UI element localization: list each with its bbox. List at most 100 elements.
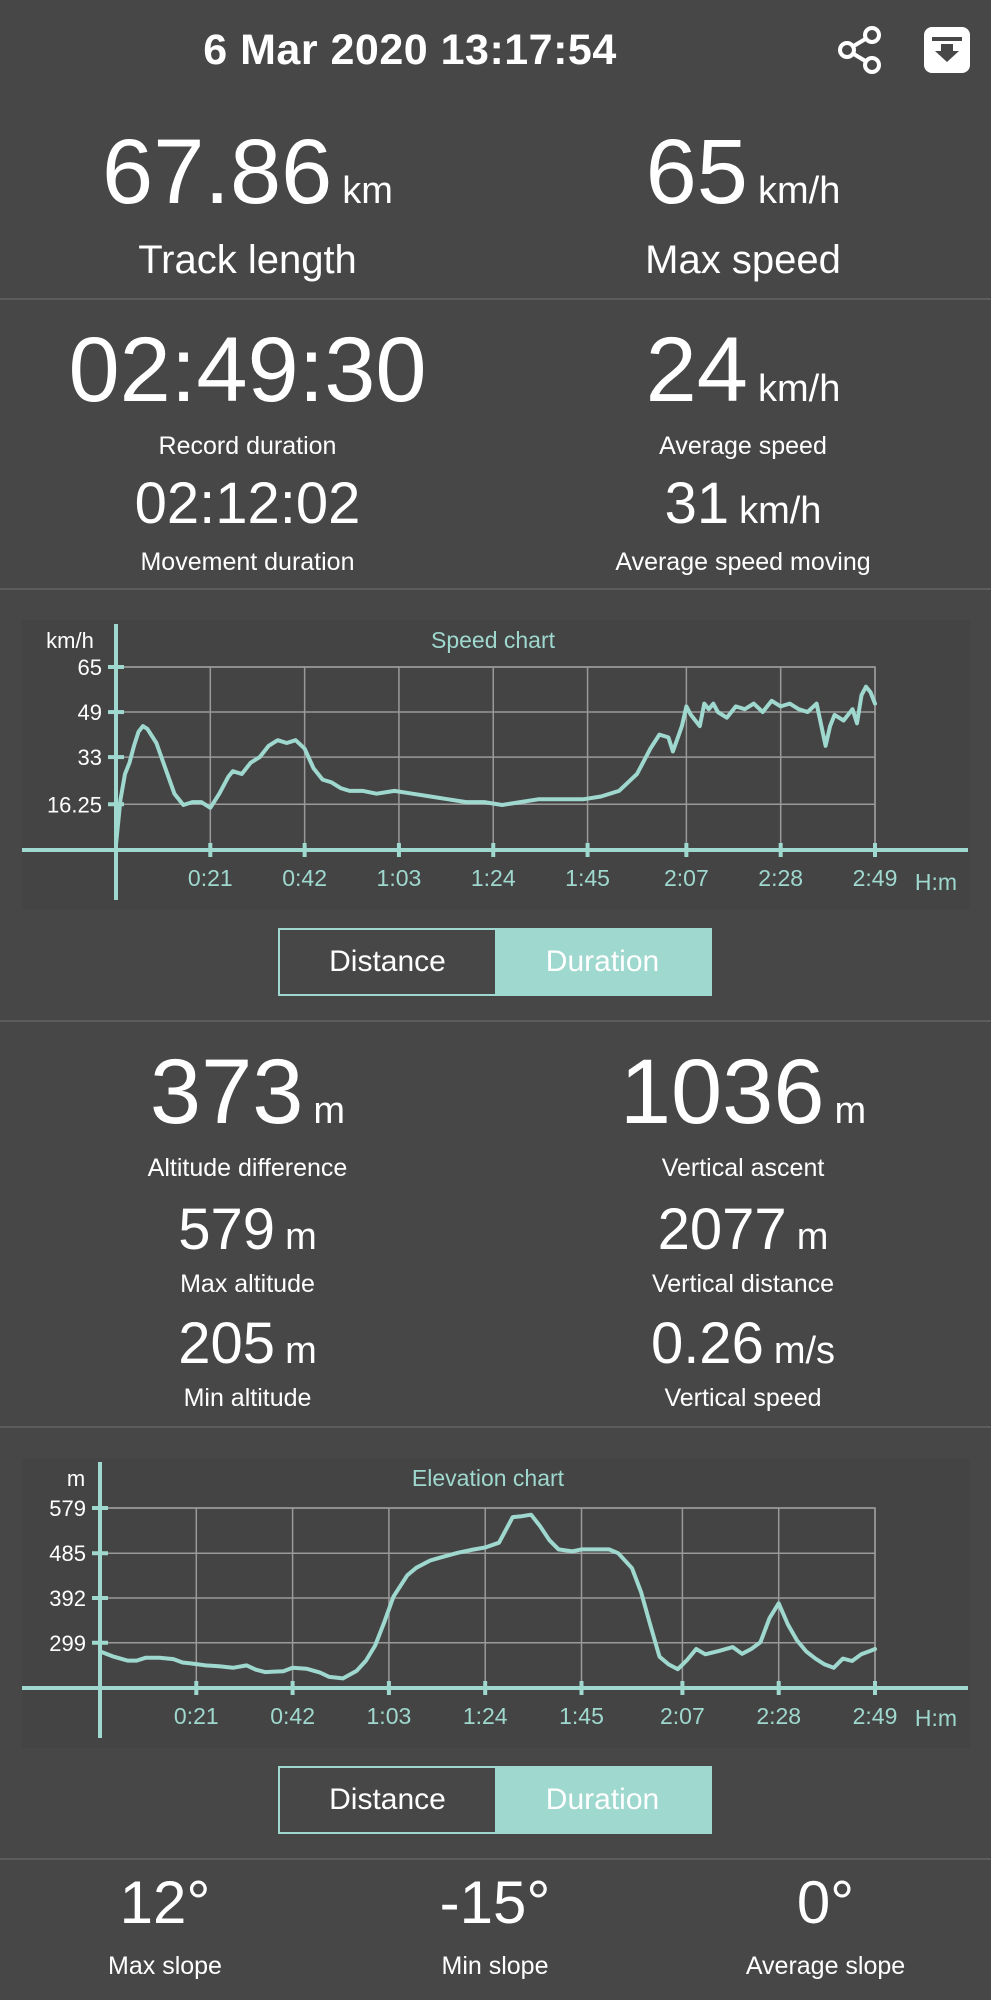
y-tick-label: 16.25 xyxy=(47,792,102,817)
stat-track-length: 67.86 km Track length xyxy=(0,120,495,290)
x-tick-label: 2:28 xyxy=(756,1703,801,1729)
elevation-chart-y-unit: m xyxy=(67,1466,85,1491)
divider xyxy=(0,588,991,590)
max-speed-unit: km/h xyxy=(757,170,841,212)
divider xyxy=(0,1020,991,1022)
y-tick-label: 579 xyxy=(49,1496,86,1521)
y-tick-label: 33 xyxy=(78,745,102,770)
max-altitude-unit: m xyxy=(285,1216,317,1258)
y-tick-label: 299 xyxy=(49,1631,86,1656)
download-box-icon xyxy=(932,37,962,62)
y-tick-label: 49 xyxy=(78,700,102,725)
elevation-distance-tab[interactable]: Distance xyxy=(329,1783,446,1816)
x-tick-label: 0:21 xyxy=(174,1703,219,1729)
average-speed-moving-value: 31 xyxy=(664,471,730,536)
min-altitude-unit: m xyxy=(285,1330,317,1372)
elevation-chart: Elevation chart m H:m 0:21 0:42 1:03 1:24 1:… xyxy=(0,1448,991,1748)
min-slope-label: Min slope xyxy=(441,1952,549,1980)
stat-vertical: 1036 m Vertical ascent 2077 m Vertical dis… xyxy=(495,1040,991,1420)
x-tick-label: 0:42 xyxy=(282,865,327,891)
average-speed-label: Average speed xyxy=(659,432,827,460)
vertical-speed-unit: m/s xyxy=(773,1330,836,1372)
elevation-chart-title: Elevation chart xyxy=(412,1465,565,1491)
chart-background xyxy=(22,1458,970,1748)
speed-chart-y-unit: km/h xyxy=(46,628,94,653)
x-tick-label: 1:03 xyxy=(377,865,422,891)
track-length-unit: km xyxy=(342,170,393,212)
stat-average-slope: 0° Average slope xyxy=(660,1868,991,1998)
x-tick-label: 1:45 xyxy=(565,865,610,891)
stat-max-speed: 65 km/h Max speed xyxy=(495,120,991,290)
x-tick-label: 2:49 xyxy=(853,1703,898,1729)
share-icon xyxy=(838,26,881,74)
max-speed-label: Max speed xyxy=(645,238,841,282)
stat-durations: 02:49:30 Record duration 02:12:02 Moveme… xyxy=(0,318,495,588)
average-speed-moving-label: Average speed moving xyxy=(615,548,871,576)
speed-chart-svg: Speed chart km/h H:m 0:21 0:42 1:03 1:24 1:4… xyxy=(22,620,970,910)
altitude-difference-value: 373 xyxy=(149,1041,304,1143)
movement-duration-value: 02:12:02 xyxy=(134,471,361,536)
elevation-chart-x-unit: H:m xyxy=(915,1705,957,1731)
average-slope-label: Average slope xyxy=(745,1952,906,1980)
speed-chart: Speed chart km/h H:m 0:21 0:42 1:03 1:24 1:4… xyxy=(0,610,991,910)
elevation-chart-svg: Elevation chart m H:m 0:21 0:42 1:03 1:24 1:… xyxy=(22,1458,970,1748)
series-line xyxy=(98,1512,877,1681)
max-slope-value: 12° xyxy=(119,1869,211,1936)
altitude-difference-unit: m xyxy=(313,1090,346,1132)
x-tick-label: 2:49 xyxy=(853,865,898,891)
series-line xyxy=(114,684,877,847)
y-tick-label: 65 xyxy=(78,655,102,680)
x-tick-label: 2:07 xyxy=(664,865,709,891)
x-tick-label: 2:07 xyxy=(660,1703,705,1729)
top-bar: 6 Mar 2020 13:17:54 xyxy=(0,0,991,110)
average-speed-unit: km/h xyxy=(757,368,841,410)
vertical-ascent-unit: m xyxy=(834,1090,867,1132)
chart-background xyxy=(22,620,970,910)
vertical-ascent-label: Vertical ascent xyxy=(661,1154,825,1182)
movement-duration-label: Movement duration xyxy=(140,548,355,576)
max-altitude-value: 579 xyxy=(178,1197,276,1262)
save-button[interactable] xyxy=(924,27,970,73)
track-datetime: 6 Mar 2020 13:17:54 xyxy=(203,26,617,74)
min-altitude-value: 205 xyxy=(178,1311,276,1376)
y-tick-label: 392 xyxy=(49,1586,86,1611)
average-speed-moving-unit: km/h xyxy=(739,490,822,532)
speed-duration-tab[interactable]: Duration xyxy=(495,930,710,994)
stat-max-slope: 12° Max slope xyxy=(0,1868,330,1998)
max-altitude-label: Max altitude xyxy=(180,1270,315,1298)
stat-average-speeds: 24 km/h Average speed 31 km/h Average spee… xyxy=(495,318,991,588)
vertical-speed-label: Vertical speed xyxy=(664,1384,822,1412)
record-duration-label: Record duration xyxy=(158,432,337,460)
x-tick-label: 0:21 xyxy=(188,865,233,891)
average-speed-value: 24 xyxy=(645,319,748,421)
track-length-label: Track length xyxy=(138,238,357,282)
speed-chart-title: Speed chart xyxy=(431,627,556,653)
record-duration-value: 02:49:30 xyxy=(68,319,427,421)
x-tick-label: 1:24 xyxy=(463,1703,508,1729)
track-length-value: 67.86 xyxy=(102,121,333,223)
share-button[interactable] xyxy=(832,22,888,78)
stat-altitudes: 373 m Altitude difference 579 m Max altitu… xyxy=(0,1040,495,1420)
vertical-distance-unit: m xyxy=(796,1216,829,1258)
min-slope-value: -15° xyxy=(439,1869,551,1936)
divider xyxy=(0,1426,991,1428)
vertical-distance-value: 2077 xyxy=(657,1197,787,1262)
divider xyxy=(0,1858,991,1860)
altitude-difference-label: Altitude difference xyxy=(147,1154,348,1182)
x-tick-label: 1:24 xyxy=(471,865,516,891)
elevation-chart-mode-toggle: Distance Duration xyxy=(278,1766,712,1834)
x-tick-label: 1:03 xyxy=(367,1703,412,1729)
max-speed-value: 65 xyxy=(645,121,748,223)
stat-min-slope: -15° Min slope xyxy=(330,1868,660,1998)
speed-distance-tab[interactable]: Distance xyxy=(329,945,446,978)
divider xyxy=(0,298,991,300)
elevation-duration-tab[interactable]: Duration xyxy=(495,1768,710,1832)
average-slope-value: 0° xyxy=(796,1869,855,1936)
speed-chart-mode-toggle: Distance Duration xyxy=(278,928,712,996)
vertical-speed-value: 0.26 xyxy=(650,1311,764,1376)
min-altitude-label: Min altitude xyxy=(183,1384,312,1412)
vertical-distance-label: Vertical distance xyxy=(651,1270,835,1298)
max-slope-label: Max slope xyxy=(108,1952,222,1980)
y-tick-label: 485 xyxy=(49,1541,86,1566)
speed-chart-x-unit: H:m xyxy=(915,869,957,895)
